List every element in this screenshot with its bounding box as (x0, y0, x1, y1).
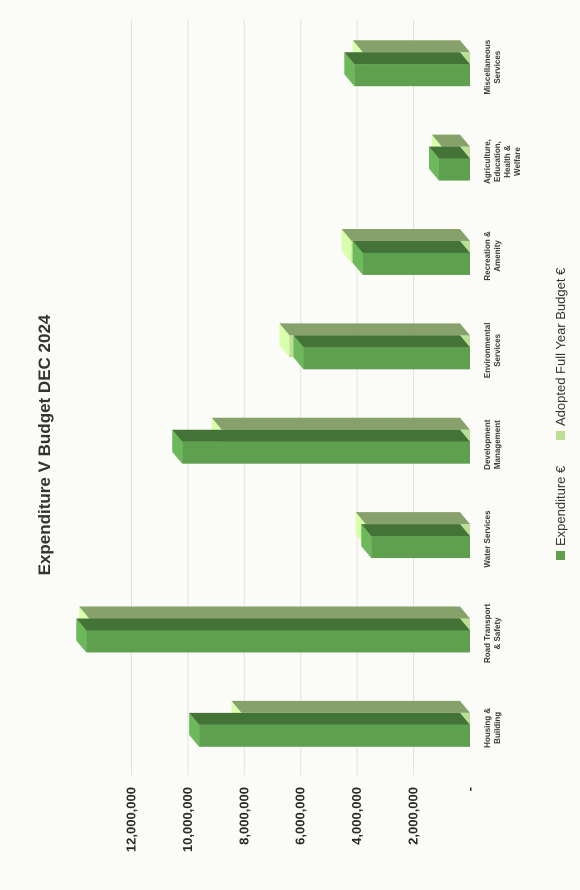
bar-top (352, 240, 363, 275)
bar-side (431, 134, 470, 147)
bar-side (344, 52, 470, 65)
bar-side (352, 240, 470, 253)
bar-side (361, 524, 470, 537)
category-label: Water Services (483, 510, 492, 568)
bar-top (172, 429, 183, 464)
bar-side (211, 417, 470, 430)
legend-label: Expenditure € (553, 465, 568, 546)
chart-title: Expenditure V Budget DEC 2024 (35, 314, 54, 575)
bar-top (293, 335, 304, 370)
bar-expenditure (371, 536, 470, 559)
y-tick-label: - (462, 787, 477, 791)
bar-expenditure (86, 630, 471, 653)
y-tick-label: 10,000,000 (180, 787, 195, 852)
y-tick-label: 4,000,000 (349, 787, 364, 845)
bar-top (76, 618, 87, 653)
legend-swatch (556, 431, 565, 440)
bar-top (341, 228, 352, 263)
category-label: Housing &Building (483, 708, 502, 748)
category-label: Agriculture,Education,Health &Welfare (483, 139, 522, 184)
category-label: MiscellaneousServices (483, 39, 502, 94)
bar-side (279, 323, 470, 336)
bar-top (428, 146, 439, 181)
category-label: Road Transport& Safety (483, 604, 502, 663)
legend: Expenditure € Adopted Full Year Budget € (553, 267, 568, 560)
y-tick-label: 12,000,000 (123, 787, 138, 852)
bar-side (189, 712, 470, 725)
category-label: DevelopmentManagement (483, 419, 502, 470)
bar-expenditure (362, 252, 470, 275)
bar-top (189, 712, 200, 747)
bar-top (361, 524, 372, 559)
bar-expenditure (303, 347, 470, 370)
bar-side (172, 429, 470, 442)
x-axis-categories: Housing &Building Road Transport& Safety W… (483, 39, 522, 748)
legend-item: Expenditure € (553, 465, 568, 560)
bar-side (231, 700, 470, 713)
y-tick-label: 6,000,000 (293, 787, 308, 845)
bar-side (355, 512, 470, 525)
category-label: EnvironmentalServices (483, 323, 502, 379)
gridlines (130, 20, 415, 775)
bar-side (76, 618, 470, 631)
y-tick-label: 2,000,000 (406, 787, 421, 845)
y-axis-ticks: 12,000,000 10,000,000 8,000,000 6,000,000 4,… (123, 787, 477, 852)
bar-side (79, 606, 470, 619)
legend-label: Adopted Full Year Budget € (553, 267, 568, 426)
y-tick-label: 8,000,000 (236, 787, 251, 845)
bar-top (279, 323, 290, 358)
category-label: Recreation &Amenity (483, 231, 502, 281)
bar-expenditure (199, 724, 470, 747)
bar-top (344, 52, 355, 87)
bar-side (293, 335, 470, 348)
bar-side (428, 146, 470, 159)
bar-expenditure (182, 441, 470, 464)
bar-side (352, 40, 470, 53)
legend-item: Adopted Full Year Budget € (553, 267, 568, 440)
legend-swatch (556, 551, 565, 560)
bar-expenditure (354, 64, 471, 87)
bar-expenditure (438, 158, 471, 181)
bars (76, 40, 471, 747)
bar-side (341, 228, 470, 241)
